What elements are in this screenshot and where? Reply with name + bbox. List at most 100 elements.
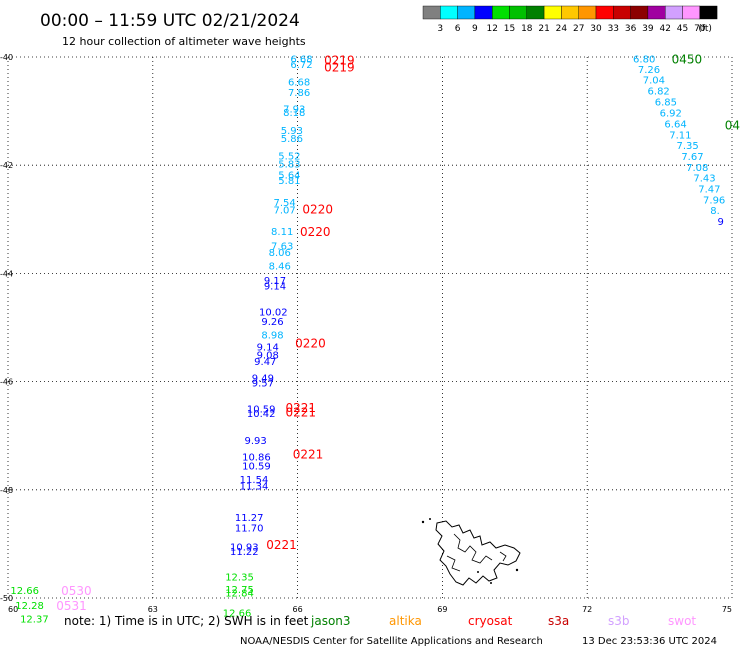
wave-height-value: 5.52 bbox=[278, 151, 300, 162]
legend-tick-label: 21 bbox=[538, 24, 549, 34]
legend-swatch bbox=[595, 5, 614, 20]
track-time-label: 0219 bbox=[324, 61, 355, 75]
legend-swatch bbox=[682, 5, 700, 20]
wave-height-value: 5.64 bbox=[278, 170, 300, 181]
track-time-label: 0221 bbox=[266, 538, 297, 552]
track-time-labels: 0219021902200220022002210221022102210450… bbox=[56, 53, 740, 613]
wave-height-value: 9.47 bbox=[254, 357, 276, 368]
wave-height-value: 11.34 bbox=[240, 481, 269, 492]
wave-height-value: 7.93 bbox=[283, 104, 305, 115]
wave-height-value: 12.35 bbox=[225, 572, 254, 583]
wave-height-value: 12.37 bbox=[20, 615, 49, 626]
legend-swatch bbox=[509, 5, 527, 20]
track-time-label: 0220 bbox=[295, 337, 326, 351]
legend-swatch bbox=[492, 5, 510, 20]
track-time-label: 0219 bbox=[324, 54, 355, 68]
lat-tick-label: -46 bbox=[0, 378, 13, 387]
wave-height-value: 10.86 bbox=[242, 452, 271, 463]
satellite-name: s3a bbox=[548, 614, 569, 628]
legend-swatch bbox=[647, 5, 666, 20]
wave-height-value: 7.26 bbox=[638, 65, 660, 76]
wave-height-observations: 6.686.726.687.867.938.185.935.865.525.83… bbox=[10, 55, 725, 626]
satellite-name: swot bbox=[668, 614, 696, 628]
wave-height-value: 8.11 bbox=[271, 227, 293, 238]
wave-height-value: 7.43 bbox=[693, 174, 715, 185]
wave-height-value: 6.64 bbox=[664, 120, 686, 131]
legend-swatch bbox=[474, 5, 493, 20]
lon-tick-label: 69 bbox=[437, 605, 447, 614]
legend-tick-label: 6 bbox=[455, 24, 461, 34]
kerguelen-islands-outline bbox=[421, 518, 521, 586]
legend-swatch bbox=[613, 5, 631, 20]
wave-height-value: 5.83 bbox=[278, 160, 300, 171]
wave-height-value: 11.70 bbox=[235, 524, 264, 535]
wave-height-value: 12.75 bbox=[225, 585, 254, 596]
lon-tick-label: 66 bbox=[293, 605, 303, 614]
wave-height-value: 8. bbox=[710, 206, 720, 217]
wave-height-value: 5.93 bbox=[281, 126, 303, 137]
wave-height-value: 7.07 bbox=[273, 206, 295, 217]
lon-tick-label: 75 bbox=[722, 605, 732, 614]
wave-height-value: 7.86 bbox=[288, 88, 310, 99]
legend-swatch bbox=[526, 5, 545, 20]
lat-tick-label: -44 bbox=[0, 269, 13, 278]
wave-height-value: 9.57 bbox=[252, 379, 274, 390]
legend-tick-label: 15 bbox=[504, 24, 515, 34]
wave-height-value: 12.84 bbox=[225, 589, 254, 600]
legend-tick-label: 45 bbox=[677, 24, 688, 34]
wave-height-value: 8.18 bbox=[283, 108, 305, 119]
legend-swatch bbox=[457, 5, 476, 20]
legend-swatch bbox=[630, 5, 649, 20]
legend-tick-label: 12 bbox=[486, 24, 497, 34]
wave-height-value: 5.86 bbox=[281, 134, 303, 145]
wave-height-value: 9.17 bbox=[264, 276, 286, 287]
lon-tick-label: 63 bbox=[148, 605, 158, 614]
longitude-ticks: 60 63 66 69 72 75 bbox=[8, 605, 732, 614]
wave-height-value: 10.42 bbox=[247, 409, 276, 420]
wave-height-value: 7.63 bbox=[271, 241, 293, 252]
satellite-name: s3b bbox=[608, 614, 630, 628]
wave-height-value: 6.92 bbox=[660, 109, 682, 120]
wave-height-value: 11.27 bbox=[235, 513, 264, 524]
wave-height-value: 7.35 bbox=[676, 141, 698, 152]
wave-height-value: 7.08 bbox=[686, 163, 708, 174]
lat-tick-label: -42 bbox=[0, 161, 13, 170]
wave-height-value: 8.06 bbox=[269, 248, 291, 259]
wave-height-value: 8.46 bbox=[269, 261, 291, 272]
wave-height-value: 6.85 bbox=[655, 97, 677, 108]
note-text: note: 1) Time is in UTC; 2) SWH is in fe… bbox=[64, 614, 309, 628]
legend-tick-label: 18 bbox=[521, 24, 533, 34]
satellite-name: cryosat bbox=[468, 614, 513, 628]
wave-height-value: 9.49 bbox=[252, 373, 274, 384]
color-legend: 3 6 9 12 15 18 21 24 27 30 33 36 39 42 45 70(ft) bbox=[422, 5, 718, 34]
wave-height-value: 7.11 bbox=[669, 130, 691, 141]
wave-height-value: 10.59 bbox=[242, 461, 271, 472]
wave-height-value: 10.02 bbox=[259, 307, 288, 318]
footer-timestamp: 13 Dec 23:53:36 UTC 2024 bbox=[582, 636, 717, 647]
wave-height-value: 7.04 bbox=[643, 76, 665, 87]
satellite-name: jason3 bbox=[310, 614, 351, 628]
track-time-label: 0221 bbox=[293, 448, 324, 462]
wave-height-value: 6.72 bbox=[290, 60, 312, 71]
legend-unit: (ft) bbox=[698, 24, 712, 34]
legend-tick-label: 27 bbox=[573, 24, 584, 34]
legend-swatch bbox=[422, 5, 441, 20]
legend-tick-label: 36 bbox=[625, 24, 637, 34]
wave-height-value: 12.66 bbox=[223, 609, 252, 620]
satellite-legend: jason3 altika cryosat s3a s3b swot bbox=[310, 614, 696, 628]
track-time-label: 0450 bbox=[672, 53, 703, 67]
legend-tick-label: 39 bbox=[642, 24, 654, 34]
map-subtitle: 12 hour collection of altimeter wave hei… bbox=[62, 35, 306, 48]
wave-height-value: 6.82 bbox=[648, 87, 670, 98]
map-title: 00:00 – 11:59 UTC 02/21/2024 bbox=[40, 11, 300, 31]
wave-height-value: 7.96 bbox=[703, 195, 725, 206]
lat-lon-grid bbox=[7, 56, 733, 599]
satellite-name: altika bbox=[389, 614, 422, 628]
wave-height-value: 5.81 bbox=[278, 176, 300, 187]
wave-height-value: 12.28 bbox=[15, 601, 44, 612]
legend-swatch bbox=[578, 5, 597, 20]
legend-swatch bbox=[440, 5, 458, 20]
wave-height-value: 9.08 bbox=[257, 351, 279, 362]
lat-tick-label: -40 bbox=[0, 53, 13, 62]
